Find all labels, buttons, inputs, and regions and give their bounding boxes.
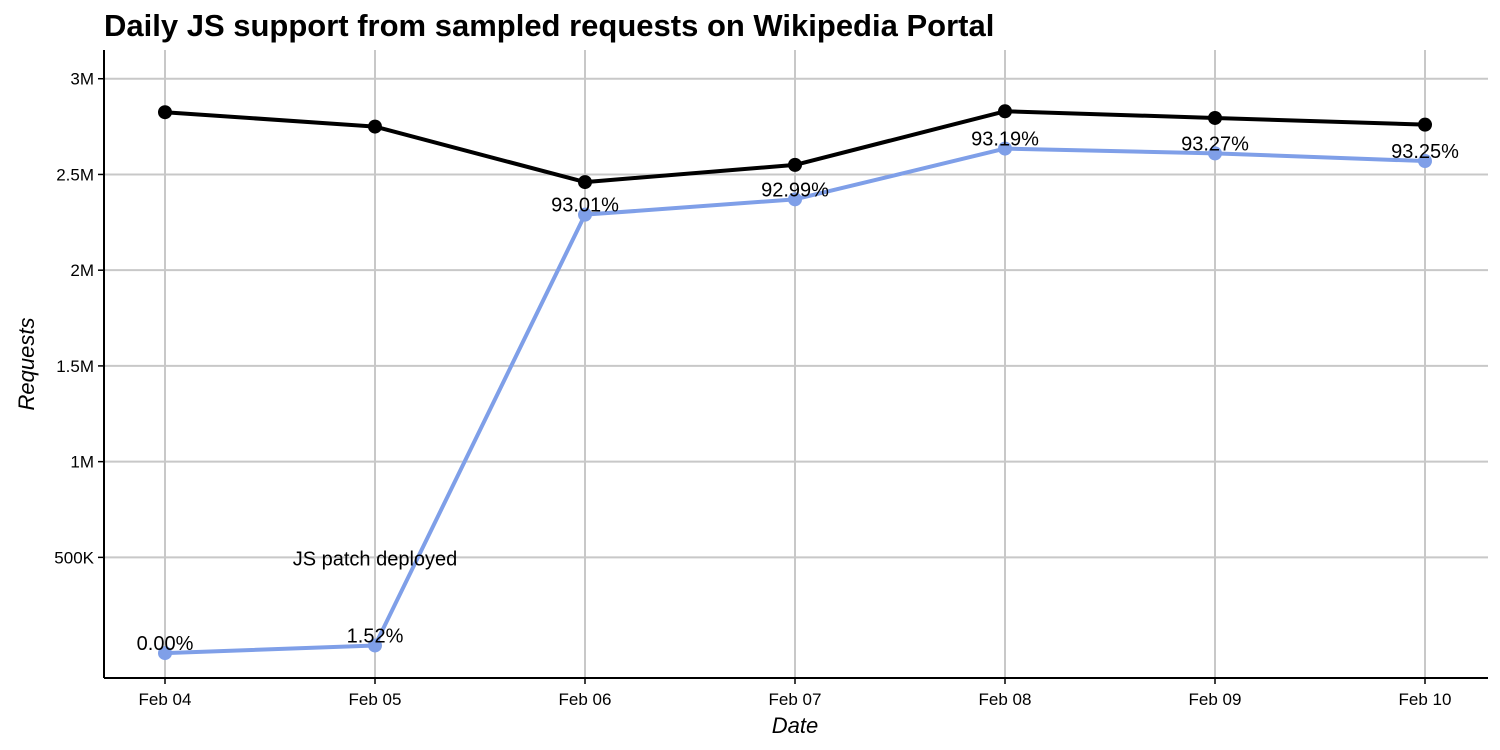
data-point: [158, 646, 172, 661]
grid-lines: [104, 50, 1488, 678]
data-label: 92.99%: [761, 179, 829, 201]
data-point: [368, 119, 382, 134]
data-point: [368, 638, 382, 653]
x-tick-label: Feb 06: [559, 690, 612, 709]
y-tick-label: 1.5M: [56, 357, 94, 376]
data-point: [1208, 110, 1222, 125]
y-axis-title: Requests: [14, 318, 39, 411]
axes: [98, 50, 1488, 684]
data-points: [158, 104, 1432, 661]
data-label: 93.27%: [1181, 133, 1249, 155]
y-tick-label: 2M: [70, 261, 94, 280]
y-tick-label: 500K: [54, 548, 94, 567]
data-label: 1.52%: [347, 625, 404, 647]
data-labels: 0.00% 1.52% 93.01% 92.99% 93.19% 93.27% 93.25%: [137, 129, 1459, 656]
data-label: 93.19%: [971, 129, 1039, 151]
data-label: 93.01%: [551, 195, 619, 217]
annotation-label: JS patch deployed: [293, 548, 458, 570]
annotations: JS patch deployed: [293, 548, 458, 570]
x-axis-title: Date: [772, 713, 818, 738]
y-tick-label: 1M: [70, 453, 94, 472]
x-tick-label: Feb 07: [769, 690, 822, 709]
x-tick-label: Feb 08: [979, 690, 1032, 709]
chart-title: Daily JS support from sampled requests o…: [104, 8, 995, 43]
y-tick-label: 2.5M: [56, 165, 94, 184]
data-point: [998, 104, 1012, 119]
data-point: [788, 157, 802, 172]
data-label: 0.00%: [137, 633, 194, 655]
y-tick-label: 3M: [70, 70, 94, 89]
data-point: [1418, 117, 1432, 132]
x-tick-label: Feb 09: [1189, 690, 1242, 709]
data-point: [1418, 154, 1432, 169]
data-point: [998, 141, 1012, 156]
x-tick-label: Feb 10: [1399, 690, 1452, 709]
data-point: [158, 105, 172, 120]
tick-labels: Feb 04 Feb 05 Feb 06 Feb 07 Feb 08 Feb 09 Feb …: [54, 70, 1451, 709]
data-point: [788, 192, 802, 207]
data-label: 93.25%: [1391, 141, 1459, 163]
x-tick-label: Feb 05: [349, 690, 402, 709]
data-point: [578, 207, 592, 222]
x-tick-label: Feb 04: [139, 690, 192, 709]
data-point: [1208, 146, 1222, 161]
data-point: [578, 175, 592, 190]
